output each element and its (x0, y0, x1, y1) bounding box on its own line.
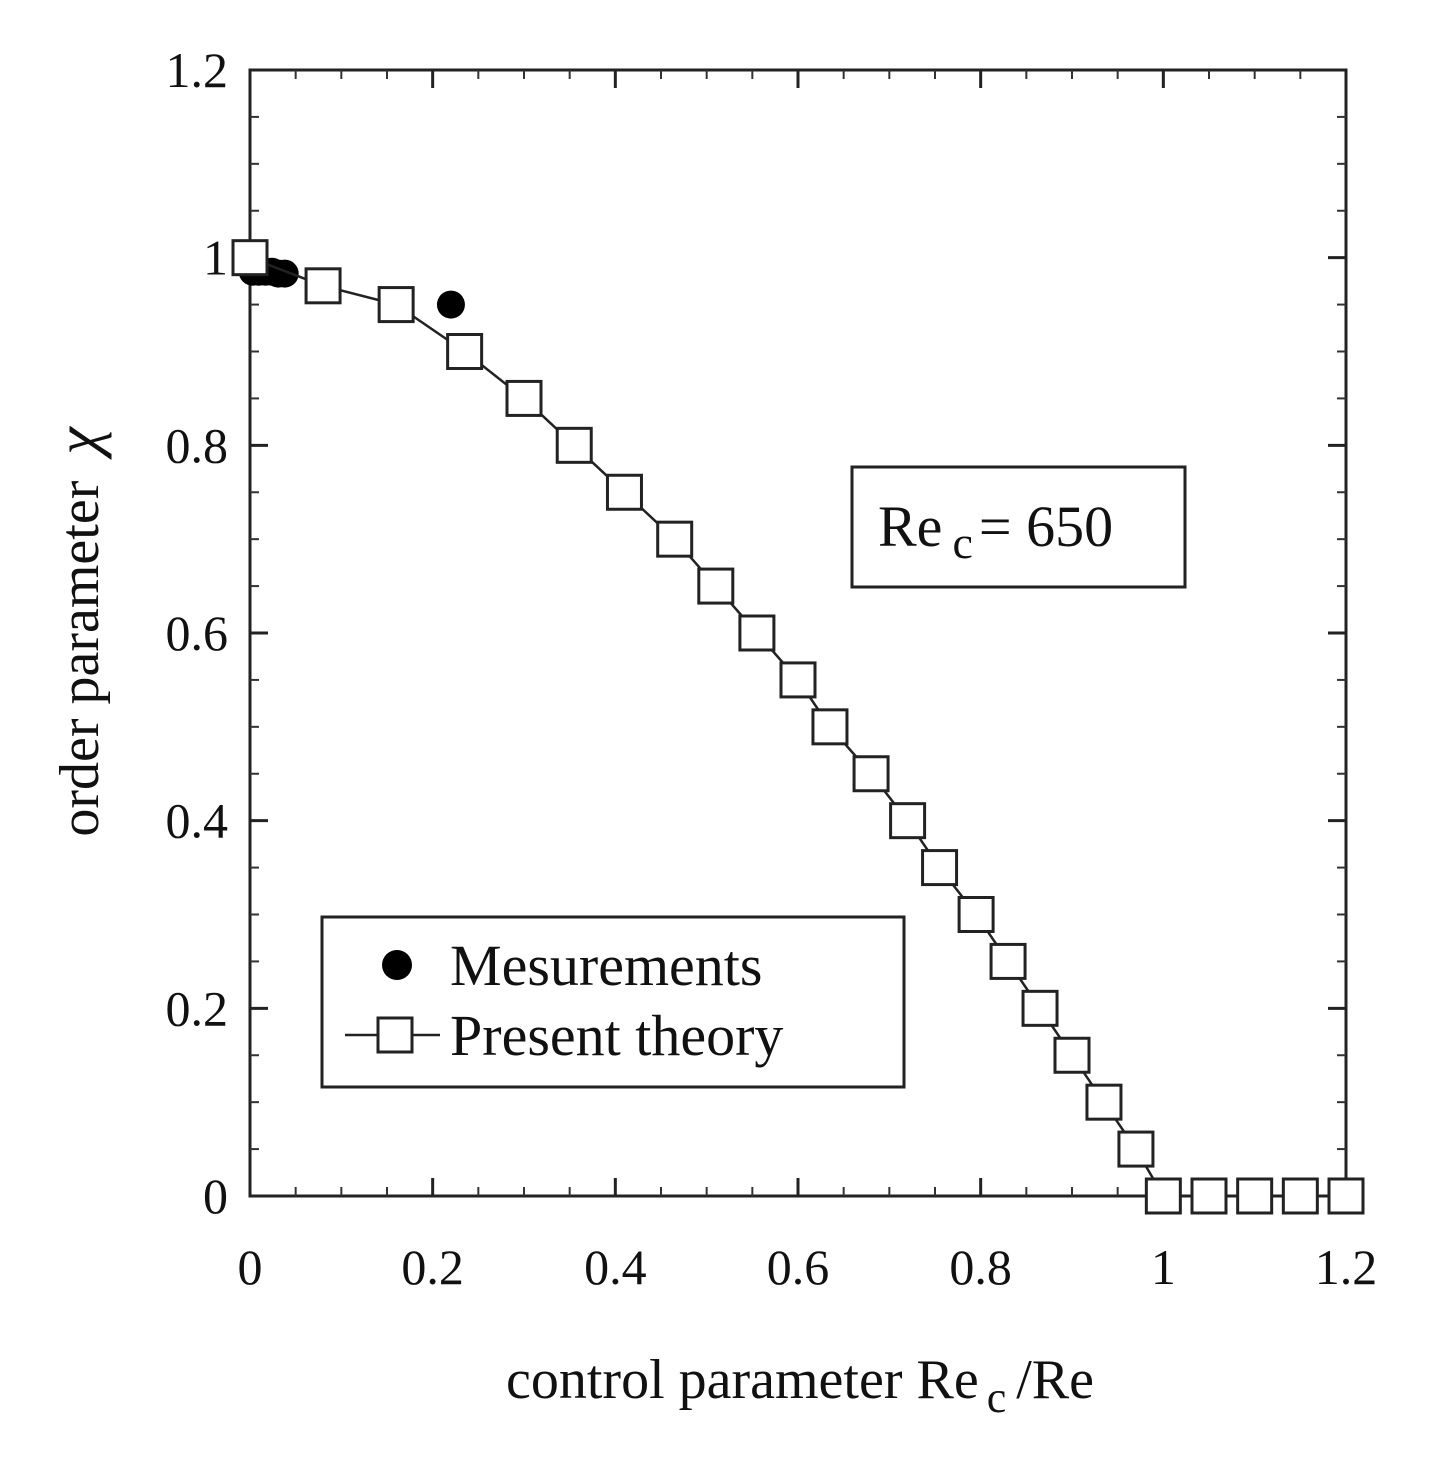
data-point (505, 379, 543, 417)
data-point (1190, 1177, 1228, 1215)
data-point (1085, 1083, 1123, 1121)
y-axis-label: order parameter χ (44, 426, 112, 837)
y-tick-label: 0.4 (166, 793, 229, 849)
annotation-layer: Re c = 650 (850, 465, 1187, 589)
data-point (957, 896, 995, 933)
y-axis-label-symbol: χ (44, 426, 112, 460)
y-tick-label: 1 (203, 230, 228, 286)
x-axis-label-suffix: /Re (1016, 1349, 1094, 1411)
series-layer (231, 239, 1365, 1215)
data-point (436, 290, 465, 319)
y-tick-label: 0.2 (166, 980, 229, 1036)
series-1 (231, 239, 1365, 1215)
data-point (446, 333, 484, 370)
data-point (1021, 989, 1059, 1027)
data-point (921, 849, 959, 887)
y-tick-label: 1.2 (166, 42, 229, 98)
x-axis-label-main: control parameter Re (506, 1349, 979, 1411)
x-tick-label: 1 (1151, 1239, 1176, 1295)
y-tick-label: 0.8 (166, 417, 229, 473)
x-tick-label: 0 (238, 1239, 263, 1295)
x-tick-label: 1.2 (1315, 1239, 1378, 1295)
x-tick-label: 0.6 (767, 1239, 830, 1295)
data-point (304, 267, 342, 305)
annotation-text: Re c = 650 (878, 494, 1113, 568)
data-point (1053, 1036, 1091, 1074)
data-point (270, 259, 299, 288)
data-point (738, 614, 776, 652)
data-point (852, 755, 890, 793)
annotation-suffix: = 650 (979, 494, 1113, 559)
data-point (231, 239, 269, 277)
annotation-box (850, 465, 1187, 589)
x-tick-label: 0.8 (949, 1239, 1012, 1295)
data-point (1144, 1177, 1182, 1215)
legend-marker-circle (382, 950, 412, 980)
y-tick-label: 0 (203, 1168, 228, 1224)
annotation-main: Re (878, 494, 942, 559)
y-tick-label: 0.6 (166, 605, 229, 661)
data-point (605, 473, 643, 511)
data-point (697, 567, 735, 605)
data-point (1327, 1177, 1365, 1215)
legend-label: Mesurements (450, 933, 763, 998)
data-point (1281, 1177, 1319, 1215)
data-point (377, 286, 415, 324)
data-point (779, 661, 817, 699)
data-point (555, 426, 593, 464)
x-axis-label: control parameter Re c/Re (506, 1349, 1094, 1422)
data-point (889, 802, 927, 840)
x-axis-label-subscript: c (987, 1373, 1007, 1422)
data-point (656, 520, 694, 558)
legend-marker-square (376, 1016, 414, 1054)
data-point (1236, 1177, 1274, 1215)
legend-box (320, 915, 906, 1089)
x-tick-label: 0.2 (401, 1239, 464, 1295)
x-tick-label: 0.4 (584, 1239, 647, 1295)
y-axis-label-main: order parameter (49, 480, 111, 836)
data-point (811, 708, 849, 746)
data-point (989, 942, 1027, 980)
annotation-subscript: c (952, 517, 972, 568)
data-point (1117, 1130, 1155, 1168)
legend-label: Present theory (450, 1003, 783, 1068)
